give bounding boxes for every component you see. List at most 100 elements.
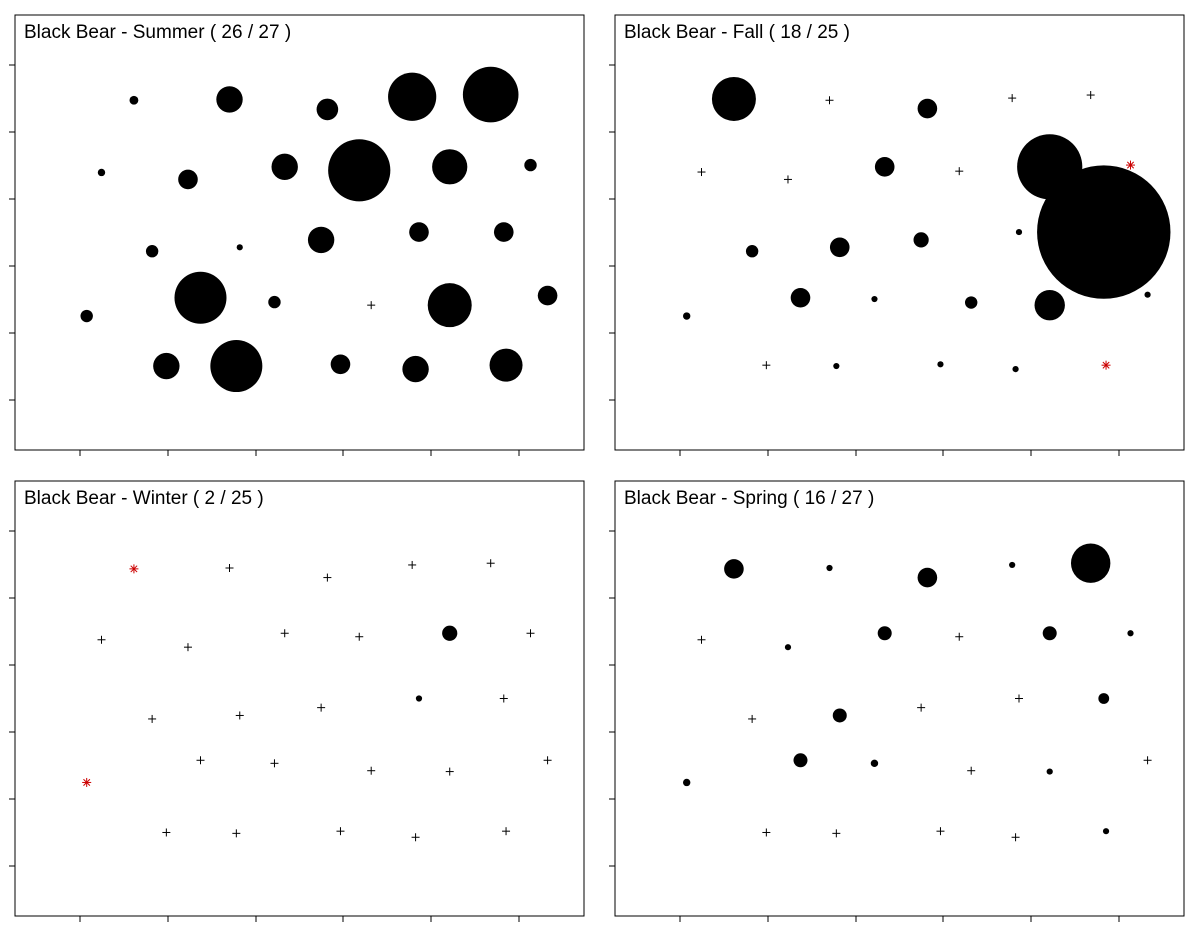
no-detection-cross (232, 829, 241, 838)
panel-title: Black Bear - Spring ( 16 / 27 ) (624, 488, 874, 509)
detection-marks (682, 76, 1171, 373)
detection-bubble (784, 644, 792, 651)
detection-bubble (917, 98, 938, 119)
detection-bubble (409, 222, 429, 242)
detection-bubble (210, 340, 263, 393)
detection-bubble (236, 244, 243, 251)
panel-title: Black Bear - Summer ( 26 / 27 ) (24, 22, 291, 43)
no-detection-cross (499, 694, 508, 703)
detection-bubble (833, 362, 840, 370)
no-detection-cross (445, 767, 454, 776)
no-detection-cross (697, 635, 706, 644)
no-detection-cross (955, 167, 964, 176)
no-detection-cross (936, 827, 945, 836)
detection-marks (82, 559, 552, 842)
no-detection-cross (196, 756, 205, 765)
detection-bubble (711, 76, 756, 121)
no-detection-cross (317, 703, 326, 712)
detection-bubble (174, 271, 227, 324)
inactive-station-asterisk (1101, 360, 1111, 370)
no-detection-cross (162, 828, 171, 837)
no-detection-cross (748, 714, 757, 723)
detection-bubble (682, 778, 691, 787)
no-detection-cross (762, 361, 771, 370)
detection-bubble (178, 169, 198, 190)
axis-ticks (9, 530, 520, 922)
detection-bubble (330, 354, 351, 375)
detection-bubble (745, 245, 759, 258)
detection-bubble (537, 285, 558, 306)
axis-ticks (609, 64, 1120, 456)
detection-bubble (80, 309, 93, 323)
no-detection-cross (1014, 694, 1023, 703)
no-detection-cross (762, 828, 771, 837)
no-detection-cross (235, 711, 244, 720)
detection-bubble (874, 157, 895, 177)
no-detection-cross (97, 635, 106, 644)
no-detection-cross (1086, 91, 1095, 100)
no-detection-cross (486, 559, 495, 568)
detection-marks (80, 66, 558, 393)
no-detection-cross (225, 564, 234, 572)
detection-bubble (1037, 165, 1171, 299)
no-detection-cross (955, 632, 964, 641)
panel-title: Black Bear - Fall ( 18 / 25 ) (624, 22, 850, 43)
detection-bubble (964, 296, 978, 309)
detection-bubble (1098, 693, 1110, 704)
detection-bubble (271, 153, 298, 181)
detection-bubble (1127, 630, 1134, 637)
detection-bubble (1034, 289, 1065, 321)
detection-bubble (388, 72, 437, 121)
detection-bubble (871, 295, 878, 303)
no-detection-cross (183, 643, 192, 652)
detection-bubble (826, 564, 833, 572)
panel-spring: Black Bear - Spring ( 16 / 27 ) (609, 480, 1185, 922)
no-detection-cross (832, 829, 841, 838)
detection-bubble (316, 98, 339, 121)
no-detection-cross (367, 301, 376, 310)
detection-bubble (870, 759, 879, 768)
detection-bubble (829, 237, 850, 258)
detection-bubble (462, 66, 519, 123)
detection-bubble (877, 626, 892, 641)
detection-bubble (427, 283, 472, 328)
panel-winter: Black Bear - Winter ( 2 / 25 ) (9, 480, 585, 922)
no-detection-cross (1008, 94, 1017, 103)
detection-bubble (790, 287, 811, 308)
detection-bubble (524, 158, 537, 172)
inactive-station-asterisk (129, 564, 139, 574)
detection-bubble (307, 226, 335, 254)
no-detection-cross (148, 714, 157, 723)
panel-fall: Black Bear - Fall ( 18 / 25 ) (609, 14, 1185, 456)
detection-bubble (1144, 291, 1151, 298)
axis-ticks (609, 530, 1120, 922)
detection-marks (682, 543, 1152, 842)
detection-bubble (917, 567, 938, 588)
no-detection-cross (270, 759, 279, 768)
detection-bubble (937, 361, 944, 368)
panel-summer: Black Bear - Summer ( 26 / 27 ) (9, 14, 585, 456)
detection-bubble (153, 352, 180, 380)
detection-bubble (145, 245, 159, 258)
no-detection-cross (783, 175, 792, 184)
no-detection-cross (280, 629, 289, 638)
inactive-station-asterisk (82, 777, 92, 787)
no-detection-cross (917, 703, 926, 712)
no-detection-cross (697, 168, 706, 177)
detection-bubble (442, 625, 458, 641)
detection-bubble (402, 355, 429, 383)
detection-bubble (1042, 626, 1057, 641)
no-detection-cross (526, 629, 535, 638)
detection-bubble (216, 86, 243, 113)
detection-bubble (1102, 828, 1110, 835)
detection-bubble (268, 295, 281, 309)
no-detection-cross (323, 573, 332, 582)
detection-bubble (1009, 561, 1016, 569)
detection-bubble (793, 753, 808, 768)
no-detection-cross (1011, 833, 1020, 842)
detection-bubble (97, 168, 106, 177)
detection-bubble (1070, 543, 1111, 583)
inactive-station-asterisk (1126, 160, 1136, 170)
detection-bubble (913, 232, 929, 248)
